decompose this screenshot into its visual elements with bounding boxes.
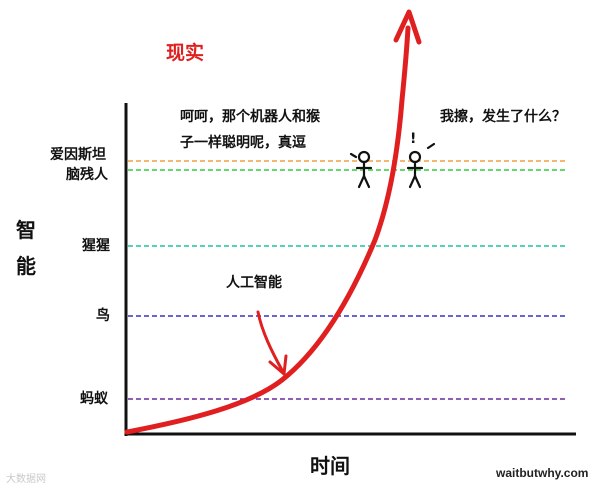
speech-left-line1: 呵呵，那个机器人和猴 [180, 109, 320, 125]
level-label-chimp: 猩猩 [82, 238, 110, 254]
speech-right: 我擦，发生了什么？ [440, 109, 566, 125]
stick-figure-right [406, 142, 436, 189]
stick-figure-left [349, 150, 373, 189]
curve-arrowhead [393, 9, 422, 45]
level-label-dumb-human: 脑残人 [66, 167, 108, 183]
ai-growth-curve [124, 25, 411, 435]
label-pointer-arrow [256, 310, 284, 372]
speech-left: 呵呵，那个机器人和猴 子一样聪明呢，真逗 [180, 104, 320, 156]
watermark-text: 大数据网 [6, 474, 46, 485]
level-label-ant: 蚂蚁 [80, 391, 108, 407]
curve-label: 人工智能 [226, 275, 282, 291]
chart-title: 现实 [166, 42, 205, 64]
exclaim-mark: ! [410, 131, 417, 147]
y-axis-label-text: 智能 [16, 218, 36, 278]
x-axis-label: 时间 [310, 454, 350, 478]
credit-text: waitbutwhy.com [496, 466, 589, 480]
speech-left-line2: 子一样聪明呢，真逗 [180, 135, 306, 151]
level-label-bird: 鸟 [96, 308, 110, 324]
label-pointer-arrowhead [268, 354, 288, 376]
y-axis-label: 智能 [12, 212, 40, 284]
level-label-einstein: 爱因斯坦 [50, 147, 106, 163]
